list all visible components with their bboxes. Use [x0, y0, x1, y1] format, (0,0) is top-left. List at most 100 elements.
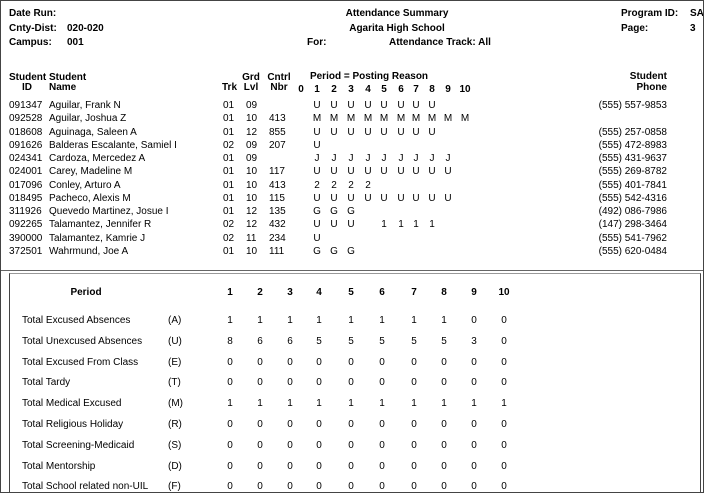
track: 02: [223, 219, 235, 231]
period-header: 2: [257, 287, 263, 298]
posting-reason: J: [398, 153, 404, 165]
grade-level: 09: [246, 100, 258, 111]
student-id: 017096: [9, 179, 43, 191]
track: 01: [223, 245, 235, 257]
label: Page:: [621, 23, 649, 34]
student-name: Balderas Escalante, Samiel I: [49, 139, 177, 151]
column-header: Student: [49, 72, 87, 83]
total-value: 0: [348, 481, 354, 493]
period-header: 5: [348, 287, 354, 298]
total-value: 0: [257, 356, 263, 368]
grade-level: 09: [246, 153, 258, 165]
period-header: 3: [287, 287, 293, 298]
total-value: 0: [471, 419, 477, 430]
grade-level: 10: [246, 179, 258, 191]
posting-reason: M: [443, 113, 453, 125]
posting-reason: M: [329, 113, 339, 125]
total-value: 0: [441, 356, 447, 368]
total-value: 3: [471, 335, 477, 347]
total-value: 0: [287, 481, 293, 493]
student-phone: (555) 401-7841: [598, 179, 667, 191]
student-name: Conley, Arturo A: [49, 179, 121, 191]
period-header: 2: [331, 84, 337, 95]
posting-reason: J: [331, 153, 337, 165]
period-header: 8: [441, 287, 447, 298]
total-label: Total Mentorship: [22, 460, 96, 472]
total-value: 1: [379, 398, 385, 410]
total-value: 1: [257, 315, 263, 326]
total-value: 0: [227, 419, 233, 430]
posting-reason: U: [364, 166, 372, 178]
posting-reason: M: [460, 113, 470, 125]
student-phone: (555) 431-9637: [598, 153, 667, 165]
posting-reason: G: [347, 245, 355, 257]
student-id: 311926: [9, 206, 42, 218]
student-phone: (555) 472-8983: [598, 139, 667, 151]
total-value: 0: [287, 377, 293, 389]
control-number: 413: [269, 179, 286, 191]
student-id: 390000: [9, 232, 43, 244]
posting-reason: U: [330, 166, 338, 178]
posting-reason: G: [347, 206, 355, 218]
posting-reason: U: [313, 232, 321, 244]
track: 01: [223, 206, 235, 218]
total-value: 0: [471, 315, 477, 326]
posting-reason: G: [313, 245, 321, 257]
posting-reason: M: [379, 113, 389, 125]
student-phone: (555) 257-0858: [598, 126, 667, 138]
track: 01: [223, 113, 235, 125]
period-header: 3: [348, 84, 354, 95]
period-header: 4: [365, 84, 371, 95]
total-value: 0: [316, 481, 322, 493]
total-value: 0: [379, 377, 385, 389]
label: For:: [307, 37, 327, 48]
posting-reason: U: [397, 126, 405, 138]
total-label: Total Religious Holiday: [22, 419, 124, 430]
track: 01: [223, 166, 235, 178]
posting-reason: U: [428, 192, 436, 204]
control-number: 117: [269, 166, 285, 178]
period-header: 0: [298, 84, 304, 95]
student-name: Aguilar, Frank N: [49, 100, 121, 111]
track: 01: [223, 100, 235, 111]
total-value: 0: [379, 460, 385, 472]
posting-reason: U: [313, 166, 321, 178]
student-name: Cardoza, Mercedez A: [49, 153, 146, 165]
posting-reason: 2: [331, 179, 337, 191]
total-value: 0: [316, 439, 322, 451]
total-value: 0: [379, 356, 385, 368]
total-label: Total Unexcused Absences: [22, 335, 143, 347]
student-phone: (147) 298-3464: [598, 219, 667, 231]
posting-reason: U: [380, 166, 388, 178]
posting-reason: U: [412, 100, 420, 111]
grade-level: 10: [246, 245, 258, 257]
posting-reason: J: [381, 153, 387, 165]
grade-level: 11: [246, 232, 257, 244]
period-header: 4: [316, 287, 322, 298]
total-value: 0: [227, 481, 233, 493]
posting-reason: J: [413, 153, 419, 165]
total-value: 0: [411, 439, 417, 451]
period-header: 10: [459, 84, 471, 95]
total-label: Total Excused From Class: [22, 356, 139, 368]
track: 01: [223, 179, 235, 191]
posting-reason: 1: [413, 219, 419, 231]
control-number: 413: [269, 113, 286, 125]
reason-code: (U): [168, 335, 182, 347]
label: Cnty-Dist:: [9, 23, 57, 34]
student-name: Talamantez, Jennifer R: [49, 219, 152, 231]
posting-reason: U: [428, 166, 436, 178]
total-value: 0: [348, 439, 354, 451]
posting-reason: M: [312, 113, 322, 125]
label: Campus:: [9, 37, 52, 48]
total-value: 0: [471, 460, 477, 472]
total-value: 5: [441, 335, 447, 347]
total-value: 0: [501, 356, 507, 368]
total-value: 0: [227, 356, 233, 368]
posting-reason: M: [396, 113, 406, 125]
total-value: 1: [411, 315, 417, 326]
control-number: 234: [269, 232, 286, 244]
grade-level: 12: [246, 219, 258, 231]
reason-code: (T): [168, 377, 181, 389]
track: 01: [223, 192, 235, 204]
